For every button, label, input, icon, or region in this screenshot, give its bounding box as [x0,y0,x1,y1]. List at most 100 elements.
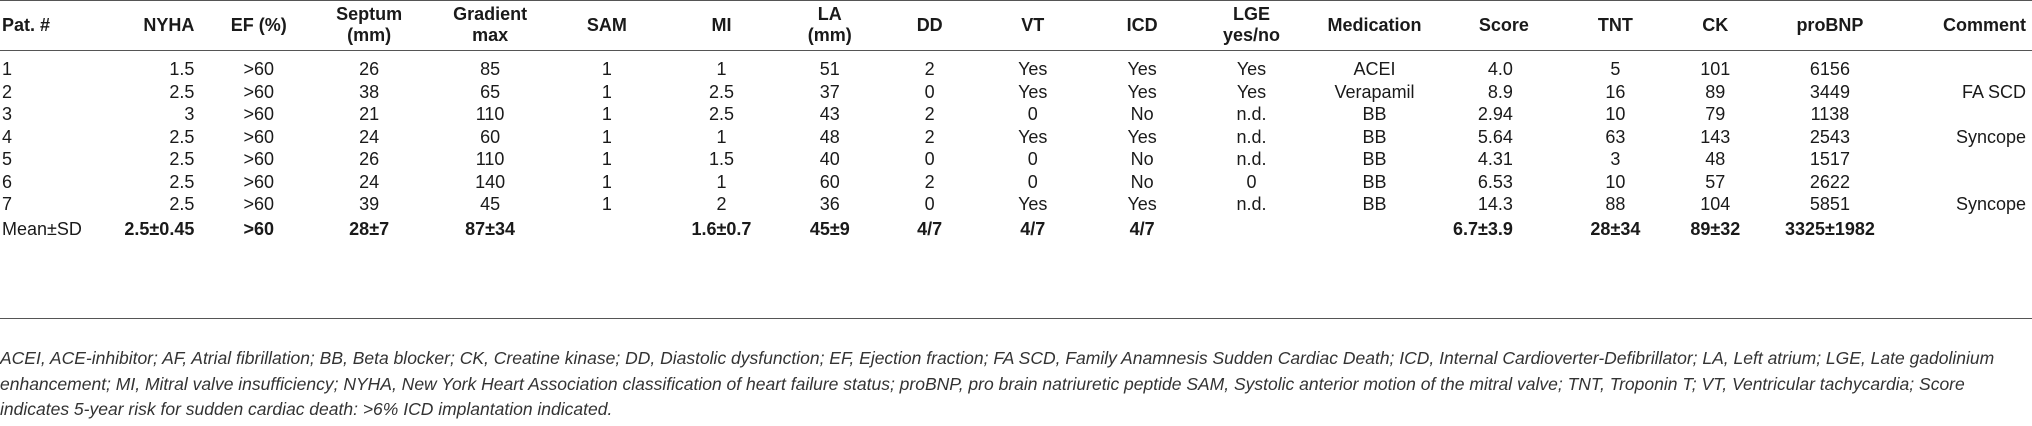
column-header-vt: VT [1021,14,1045,35]
top-rule [0,0,2032,1]
cell-probnp: 1138 [1810,104,1850,125]
cell-nyha: 2.5 [169,171,195,192]
cell-sam: 1 [601,81,612,102]
cell-nyha: 2.5 [169,149,195,170]
cell-icd: Yes [1127,194,1157,215]
cell-dd: 0 [924,81,935,102]
cell-lge: Yes [1236,81,1267,102]
cell-nyha: 3 [184,104,195,125]
cell-pat: 2 [2,81,13,102]
cell-ck: 57 [1705,171,1726,192]
column-header-nyha: NYHA [143,14,195,35]
cell-gradient: 140 [475,171,506,192]
cell-pat: 1 [2,59,13,80]
mean-cell-score: 6.7±3.9 [1452,218,1513,239]
cell-pat: 3 [2,104,13,125]
cell-medication: BB [1362,171,1387,192]
cell-tnt: 88 [1605,194,1626,215]
header-row: Pat. # NYHA EF (%) Septum (mm) Gradient max SAM… [0,0,2032,50]
cell-lge: n.d. [1236,149,1267,170]
cell-septum: 21 [359,104,380,125]
table-footnote: ACEI, ACE-inhibitor; AF, Atrial fibrilla… [0,348,1995,419]
column-header-pat: Pat. # [2,14,51,35]
cell-mi: 1 [716,171,727,192]
cell-gradient: 110 [475,104,505,125]
column-header-medication: Medication [1327,14,1422,35]
cell-septum: 26 [359,59,380,80]
table-row: 5 2.5 >60 26 110 1 1.5 40 0 0 No n.d. BB 4.31 3 48 1517 [0,148,2032,171]
mean-cell-ef: >60 [243,218,274,239]
cell-lge: n.d. [1236,104,1267,125]
cell-comment: Syncope [1955,126,2026,147]
cell-pat: 6 [2,171,13,192]
cell-icd: Yes [1127,81,1157,102]
cell-mi: 1.5 [708,149,734,170]
cell-nyha: 2.5 [169,81,195,102]
cell-dd: 2 [924,59,935,80]
cell-dd: 2 [924,104,935,125]
cell-probnp: 1517 [1809,149,1850,170]
cell-mi: 1 [716,59,727,80]
column-header-score: Score [1478,14,1529,35]
cell-la: 48 [819,126,840,147]
table-row: 4 2.5 >60 24 60 1 1 48 2 Yes Yes n.d. BB 5.64 63 143 254… [0,126,2032,149]
cell-tnt: 10 [1605,104,1626,125]
cell-ck: 48 [1705,149,1726,170]
cell-score: 8.9 [1487,81,1513,102]
cell-dd: 2 [924,126,935,147]
mean-cell-ck: 89±32 [1690,218,1741,239]
cell-vt: Yes [1018,194,1048,215]
cell-pat: 7 [2,194,13,215]
column-header-ck: CK [1702,14,1729,35]
cell-sam: 1 [601,104,612,125]
cell-medication: ACEI [1353,59,1396,80]
table-row: 2 2.5 >60 38 65 1 2.5 37 0 Yes Yes Yes Verapamil 8.9 1… [0,81,2032,104]
cell-gradient: 45 [480,194,501,215]
mean-cell-septum: 28±7 [349,218,390,239]
cell-la: 40 [819,149,840,170]
cell-dd: 0 [924,149,935,170]
column-header-ef: EF (%) [230,14,287,35]
cell-score: 4.0 [1487,59,1513,80]
cell-septum: 24 [359,126,380,147]
cell-sam: 1 [601,126,612,147]
cell-medication: BB [1362,104,1387,125]
cell-icd: Yes [1127,126,1157,147]
mean-cell-mi: 1.6±0.7 [691,218,752,239]
cell-vt: 0 [1027,171,1038,192]
cell-la: 37 [819,81,840,102]
table-body: 1 1.5 >60 26 85 1 1 51 2 Yes Yes Yes ACEI 4.0 5 101 6156… [0,50,2032,240]
mean-cell-comment [1895,216,2032,241]
cell-sam: 1 [601,194,612,215]
cell-vt: Yes [1018,81,1048,102]
cell-comment [1895,50,2032,81]
cell-gradient: 65 [480,81,501,102]
column-header-probnp: proBNP [1796,14,1864,35]
cell-ef: >60 [243,59,274,80]
cell-medication: BB [1362,149,1387,170]
cell-mi: 2.5 [708,81,734,102]
cell-la: 43 [819,104,840,125]
cell-lge: Yes [1236,59,1267,80]
cell-score: 14.3 [1477,194,1513,215]
cell-lge: n.d. [1236,194,1267,215]
cell-probnp: 5851 [1809,194,1850,215]
cell-la: 36 [819,194,840,215]
cell-icd: No [1130,104,1154,125]
column-header-lge: LGE yes/no [1222,4,1281,45]
column-header-la: LA (mm) [807,4,852,45]
mean-cell-tnt: 28±34 [1590,218,1641,239]
cell-tnt: 10 [1605,171,1626,192]
column-header-dd: DD [916,14,943,35]
mean-cell-medication [1306,216,1443,241]
cell-sam: 1 [601,59,612,80]
mean-cell-vt: 4/7 [1020,218,1046,239]
cell-septum: 26 [359,149,380,170]
mean-cell-sam [549,216,665,241]
cell-probnp: 3449 [1809,81,1850,102]
header-rule [0,50,2032,51]
column-header-gradient: Gradient max [453,4,528,45]
cell-ck: 104 [1700,194,1731,215]
cell-lge: 0 [1246,171,1257,192]
cell-vt: 0 [1027,104,1038,125]
